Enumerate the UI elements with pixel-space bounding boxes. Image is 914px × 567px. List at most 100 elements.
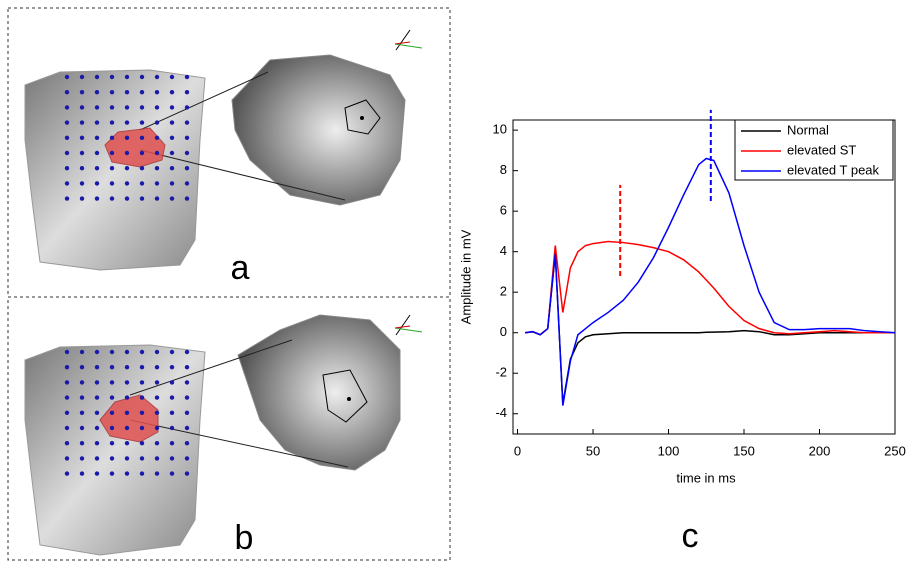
plot-frame <box>512 119 896 435</box>
panel-label: a <box>231 249 250 287</box>
legend-label: elevated ST <box>787 142 856 157</box>
x-tick-label: 250 <box>884 443 906 458</box>
electrode-dot <box>184 380 190 385</box>
connector <box>129 339 293 396</box>
electrode-dot <box>64 166 70 171</box>
electrode-dot <box>124 365 130 370</box>
electrode-dot <box>154 120 160 125</box>
electrode-dot <box>94 90 100 95</box>
electrode-dot <box>64 120 70 125</box>
electrode-dot <box>94 380 100 385</box>
electrode-dot <box>139 349 145 355</box>
electrode-dot <box>154 349 160 355</box>
electrode-dot <box>124 105 130 110</box>
torso <box>24 344 206 556</box>
electrode-dot <box>109 349 115 355</box>
electrode-dot <box>109 90 115 95</box>
electrode-dot <box>169 150 175 156</box>
electrode-dot <box>79 135 85 140</box>
series-line <box>524 240 895 336</box>
connector <box>129 419 349 468</box>
electrode-dot <box>154 166 160 171</box>
electrode-dot <box>64 90 70 95</box>
electrode-dot <box>124 135 130 140</box>
electrode-dot <box>139 181 145 186</box>
electrode-dot <box>79 380 85 385</box>
electrode-dot <box>109 441 115 446</box>
torso <box>24 69 206 271</box>
electrode <box>344 99 381 135</box>
electrode-dot <box>169 166 175 171</box>
electrode-dot <box>94 135 100 140</box>
y-tick-label: 4 <box>500 243 507 258</box>
electrode-dot <box>94 425 100 431</box>
electrode-dot <box>184 166 190 171</box>
electrode-dot <box>109 471 115 476</box>
electrode-dot <box>154 380 160 385</box>
electrode-dot <box>124 166 130 171</box>
y-tick-label: 10 <box>493 122 507 137</box>
electrode-dot <box>139 166 145 171</box>
electrode-dot <box>94 365 100 370</box>
legend-box <box>734 119 894 181</box>
connector <box>139 71 269 131</box>
electrode-dot <box>79 441 85 446</box>
y-tick-label: -2 <box>495 365 507 380</box>
x-tick-label: 200 <box>809 443 831 458</box>
electrode-dot <box>109 105 115 110</box>
electrode-dot <box>79 120 85 125</box>
electrode-dot <box>169 441 175 446</box>
electrode-dot <box>139 380 145 385</box>
electrode <box>322 369 368 423</box>
electrode-dot <box>64 349 70 355</box>
electrode-dot <box>184 471 190 476</box>
electrode-dot <box>154 365 160 370</box>
electrode-dot <box>139 74 145 80</box>
electrode-dot <box>154 74 160 80</box>
electrode-dot <box>169 365 175 370</box>
electrode-dot <box>94 74 100 80</box>
electrode-dot <box>124 410 130 415</box>
electrode-dot <box>139 196 145 201</box>
electrode-dot <box>169 456 175 461</box>
electrode-dot <box>154 135 160 140</box>
electrode-dot <box>109 120 115 125</box>
panel-frame <box>7 296 451 561</box>
electrode-dot <box>124 181 130 186</box>
electrode-dot <box>139 120 145 125</box>
electrode-dot <box>184 181 190 186</box>
electrode-dot <box>64 380 70 385</box>
electrode-dot <box>184 441 190 446</box>
electrode-dot <box>169 380 175 385</box>
electrode-dot <box>94 196 100 201</box>
x-tick-label: 50 <box>586 443 600 458</box>
electrode-dot <box>169 395 175 400</box>
x-axis-label: time in ms <box>676 470 736 485</box>
electrode-dot <box>64 425 70 431</box>
electrode-dot <box>79 471 85 476</box>
electrode-dot <box>94 471 100 476</box>
electrode-dot <box>64 410 70 415</box>
electrode-dot <box>169 105 175 110</box>
electrode-dot <box>64 196 70 201</box>
infarct-region <box>104 127 166 168</box>
electrode-dot <box>94 120 100 125</box>
electrode-dot <box>184 196 190 201</box>
electrode-dot <box>154 410 160 415</box>
electrode-dot <box>64 74 70 80</box>
electrode-dot <box>94 181 100 186</box>
y-tick-label: 6 <box>500 203 507 218</box>
electrode-dot <box>94 166 100 171</box>
electrode-dot <box>184 395 190 400</box>
electrode-dot <box>154 471 160 476</box>
electrode-dot <box>94 150 100 156</box>
electrode-dot <box>184 150 190 156</box>
electrode-dot <box>109 181 115 186</box>
electrode-dot <box>169 425 175 431</box>
electrode-dot <box>154 456 160 461</box>
electrode-dot <box>139 150 145 156</box>
electrode-dot <box>169 181 175 186</box>
